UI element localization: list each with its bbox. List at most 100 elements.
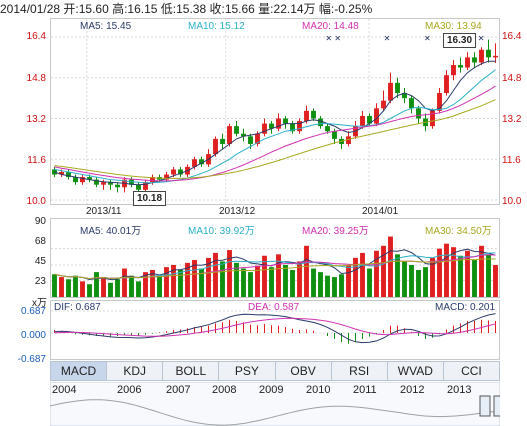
tab-cci[interactable]: CCI <box>461 364 482 378</box>
volume-ma30-legend: MA30: 34.50万 <box>425 226 492 237</box>
volume-bar <box>185 262 190 297</box>
volume-bar <box>304 245 309 297</box>
candle-body <box>465 57 470 68</box>
indicator-tabs: MACD KDJ BOLL PSY OBV RSI WVAD CCI <box>50 361 500 381</box>
candle-body <box>115 184 120 188</box>
volume-bar <box>283 265 288 297</box>
event-marker-icon: ✕ <box>424 34 431 43</box>
price-ytick-left: 11.6 <box>27 155 46 166</box>
tab-obv[interactable]: OBV <box>276 362 332 380</box>
candle-body <box>451 65 456 76</box>
candle-body <box>486 49 491 58</box>
volume-bar <box>115 279 120 297</box>
candle-body <box>332 131 337 139</box>
candle-body <box>80 177 85 183</box>
price-ma20-line <box>54 85 496 182</box>
volume-bar <box>276 254 281 297</box>
volume-bar <box>332 277 337 297</box>
candle-body <box>374 108 379 124</box>
volume-unit-label: x万 <box>32 298 47 309</box>
price-ytick-left: 14.8 <box>26 73 46 84</box>
volume-bar <box>325 275 330 297</box>
volume-bar <box>451 247 456 297</box>
price-ytick-left: 16.4 <box>26 31 46 42</box>
volume-bar <box>66 279 71 297</box>
candle-body <box>262 123 267 134</box>
volume-bar <box>423 267 428 297</box>
macd-dea-legend: DEA: 0.587 <box>248 302 300 313</box>
candle-body <box>416 108 421 119</box>
price-ytick-right: 13.2 <box>502 114 522 125</box>
candle-body <box>311 110 316 119</box>
candle-body <box>444 75 449 94</box>
volume-ma-line <box>54 252 496 280</box>
candle-body <box>241 133 246 137</box>
timeline-year: 2007 <box>166 384 191 396</box>
candle-body <box>367 115 372 124</box>
macd-chart-panel[interactable] <box>50 300 500 360</box>
price-chart-svg: ✕ ✕ ✕ ✕ ✕ <box>51 19 499 204</box>
timeline-year: 2010 <box>306 384 331 396</box>
candle-body <box>59 171 64 175</box>
macd-chart-svg <box>51 310 499 344</box>
volume-bar <box>360 252 365 297</box>
volume-bar <box>143 272 148 297</box>
price-xtick: 2014/01 <box>362 206 399 217</box>
high-price-tag: 16.30 <box>443 33 477 48</box>
candle-body <box>136 184 141 190</box>
volume-bar <box>472 260 477 297</box>
volume-bar <box>206 257 211 297</box>
volume-bar <box>178 269 183 297</box>
volume-bar <box>318 272 323 297</box>
timeline-handle-right <box>493 395 500 417</box>
volume-bar <box>192 260 197 297</box>
candle-body <box>304 110 309 122</box>
timeline-sparkline <box>50 382 500 426</box>
volume-bar <box>59 277 64 297</box>
candle-body <box>199 159 204 165</box>
volume-ma10-legend: MA10: 39.92万 <box>188 226 255 237</box>
timeline-year: 2013 <box>447 384 472 396</box>
volume-bar <box>136 281 141 297</box>
tab-kdj[interactable]: KDJ <box>107 362 164 380</box>
tab-wvad[interactable]: WVAD <box>388 362 444 380</box>
candle-body <box>493 55 498 58</box>
candle-body <box>409 98 414 109</box>
candle-body <box>318 118 323 127</box>
volume-bar <box>255 265 260 297</box>
macd-dif-line <box>54 313 496 344</box>
price-ma20-legend: MA20: 14.48 <box>302 21 359 32</box>
volume-bar <box>150 269 155 297</box>
tab-psy[interactable]: PSY <box>219 362 276 380</box>
candle-body <box>255 133 260 144</box>
tab-rsi[interactable]: RSI <box>332 362 388 380</box>
candle-body <box>108 182 113 185</box>
volume-ma5-legend: MA5: 40.01万 <box>80 226 142 237</box>
candle-body <box>87 177 92 180</box>
volume-ma-line <box>54 254 496 280</box>
volume-bar <box>73 275 78 297</box>
candle-body <box>192 159 197 167</box>
tab-macd[interactable]: MACD <box>51 362 108 380</box>
timeline-navigator[interactable]: 2004 2006 2007 2008 2009 2010 2011 2012 … <box>50 382 500 426</box>
event-marker-icon: ✕ <box>325 34 332 43</box>
price-chart-panel[interactable]: ✕ ✕ ✕ ✕ ✕ <box>50 18 500 205</box>
candle-body <box>227 126 232 144</box>
price-xtick: 2013/12 <box>219 206 256 217</box>
volume-bar <box>353 257 358 297</box>
volume-bar <box>486 254 491 297</box>
tab-boll[interactable]: BOLL <box>163 362 220 380</box>
low-price-tag: 10.18 <box>133 191 167 206</box>
volume-bar <box>290 269 295 297</box>
timeline-year: 2006 <box>117 384 142 396</box>
volume-bar <box>346 265 351 297</box>
candle-body <box>479 49 484 63</box>
candle-body <box>248 136 253 144</box>
candle-body <box>101 182 106 185</box>
candle-body <box>213 138 218 155</box>
volume-bar <box>94 272 99 297</box>
volume-bar <box>269 267 274 297</box>
macd-dea-line <box>54 317 496 337</box>
candle-body <box>73 177 78 183</box>
volume-chart-panel[interactable] <box>50 218 500 298</box>
